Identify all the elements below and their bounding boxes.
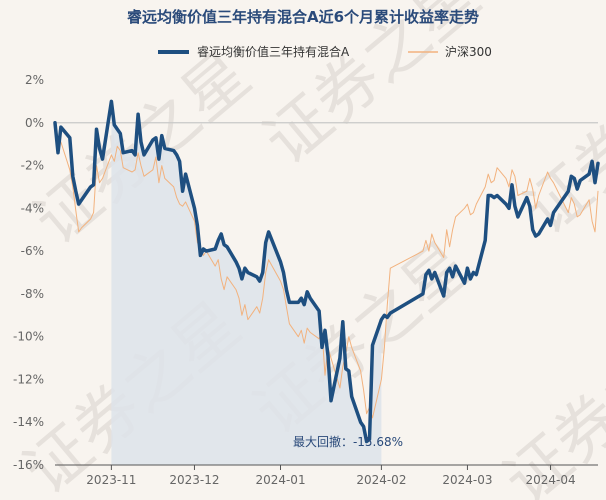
- x-tick-label: 2024-03: [442, 473, 492, 487]
- y-tick-label: -12%: [13, 372, 44, 386]
- legend-label-fund: 睿远均衡价值三年持有混合A: [197, 44, 350, 59]
- y-tick-label: 0%: [25, 116, 44, 130]
- index-series-line: [54, 122, 599, 419]
- x-tick-label: 2023-11: [86, 473, 136, 487]
- y-tick-label: -16%: [13, 458, 44, 472]
- y-tick-label: -2%: [21, 159, 44, 173]
- drawdown-area: [111, 101, 382, 466]
- fund-series-line: [53, 99, 600, 444]
- chart-title: 睿远均衡价值三年持有混合A近6个月累计收益率走势: [127, 8, 479, 26]
- y-tick-label: -10%: [13, 330, 44, 344]
- x-axis: 2023-11 2023-12 2024-01 2024-02 2024-03 2024-…: [55, 464, 598, 487]
- watermark-text: 证券之星: [251, 0, 495, 179]
- y-tick-label: -6%: [21, 244, 44, 258]
- y-tick-label: 2%: [25, 73, 44, 87]
- legend: 睿远均衡价值三年持有混合A 沪深300: [158, 44, 492, 59]
- x-tick-label: 2024-04: [525, 473, 575, 487]
- y-tick-label: -14%: [13, 415, 44, 429]
- y-tick-label: -8%: [21, 287, 44, 301]
- max-drawdown-label: 最大回撤：-15.68%: [293, 434, 403, 449]
- x-tick-label: 2024-01: [255, 473, 305, 487]
- x-tick-label: 2023-12: [169, 473, 219, 487]
- plot-area: [53, 99, 600, 466]
- y-tick-label: -4%: [21, 201, 44, 215]
- legend-label-index: 沪深300: [445, 45, 492, 59]
- y-axis: 2% 0% -2% -4% -6% -8% -10% -12% -14% -16%: [13, 73, 44, 472]
- watermark-text: 证券之星: [491, 298, 606, 500]
- x-tick-label: 2024-02: [356, 473, 406, 487]
